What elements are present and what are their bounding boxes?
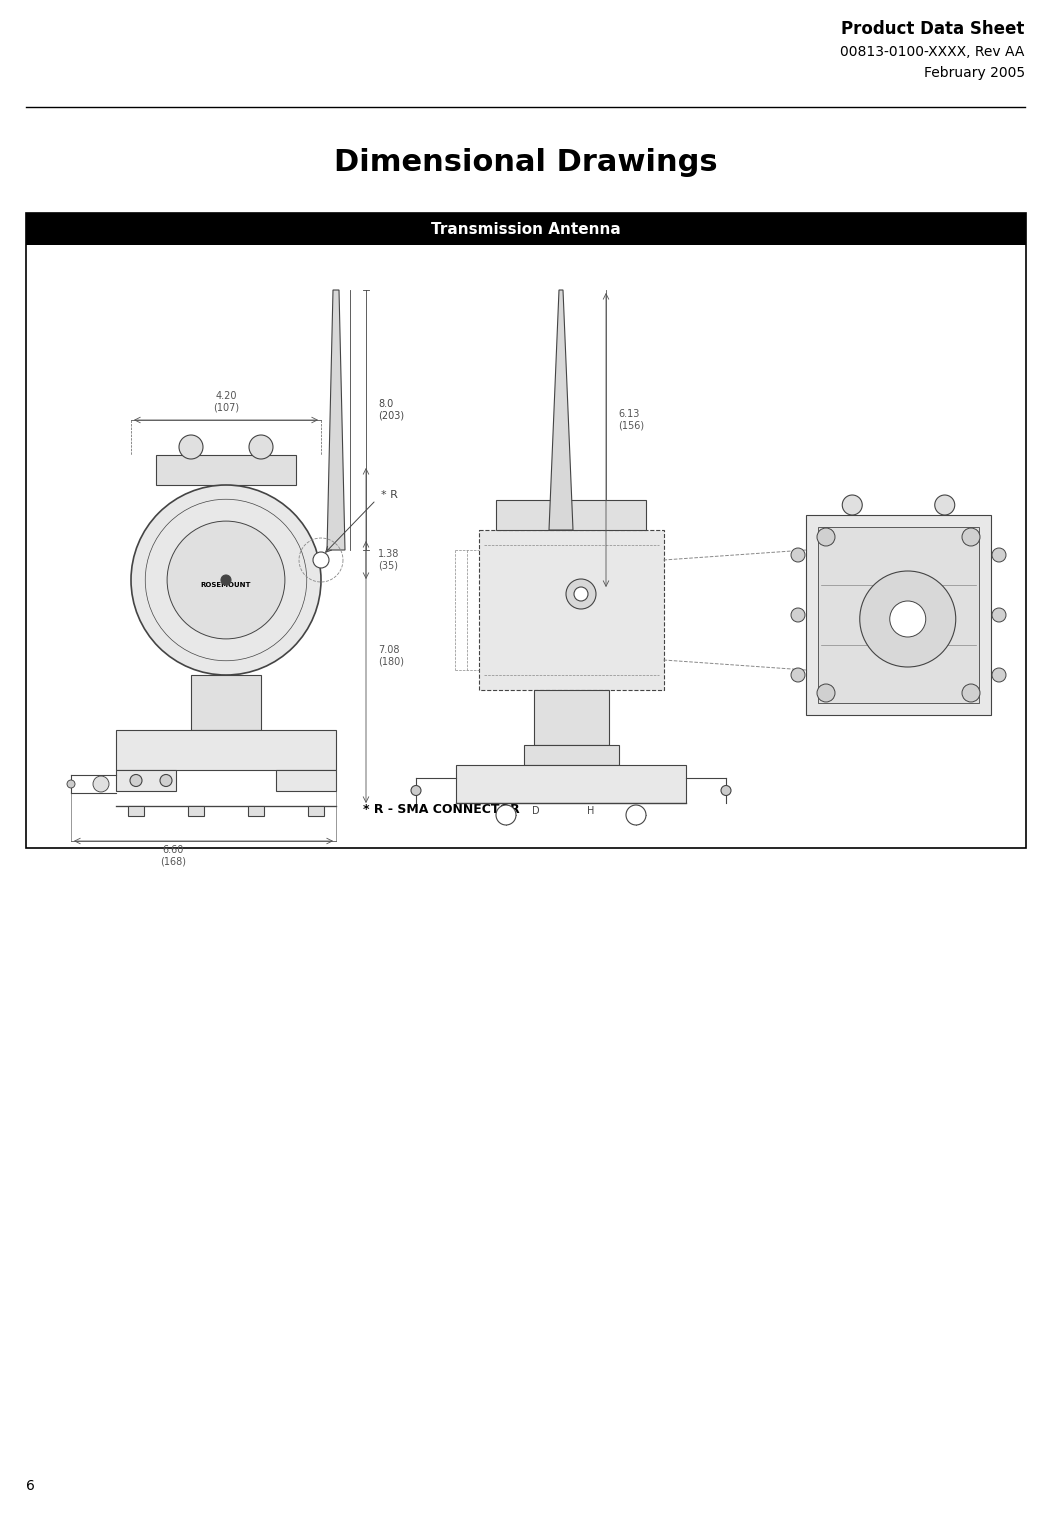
Text: 6.13
(156): 6.13 (156)	[618, 409, 644, 431]
Circle shape	[791, 608, 805, 622]
Text: 8.0
(203): 8.0 (203)	[378, 399, 405, 421]
Bar	[534, 690, 609, 744]
Bar	[188, 806, 204, 816]
Text: 00813-0100-XXXX, Rev AA: 00813-0100-XXXX, Rev AA	[841, 45, 1025, 59]
Bar	[248, 806, 264, 816]
Circle shape	[817, 528, 834, 546]
Text: H: H	[588, 806, 595, 816]
Text: 6.60
(168): 6.60 (168)	[161, 846, 186, 867]
Circle shape	[249, 436, 273, 458]
Circle shape	[131, 486, 321, 675]
Circle shape	[890, 601, 926, 637]
Circle shape	[411, 785, 421, 796]
Circle shape	[179, 436, 203, 458]
Bar	[276, 770, 336, 791]
Circle shape	[842, 495, 862, 514]
Text: D: D	[532, 806, 540, 816]
Polygon shape	[549, 290, 573, 530]
Circle shape	[962, 528, 980, 546]
Circle shape	[992, 548, 1006, 561]
Text: 1.38
(35): 1.38 (35)	[378, 549, 399, 570]
Bar	[308, 806, 324, 816]
Bar	[806, 514, 991, 716]
Circle shape	[626, 805, 646, 825]
Bar	[523, 744, 618, 766]
Circle shape	[160, 775, 172, 787]
Bar	[818, 527, 978, 704]
Text: Product Data Sheet: Product Data Sheet	[842, 20, 1025, 38]
Circle shape	[860, 570, 955, 667]
Circle shape	[313, 552, 329, 567]
Circle shape	[496, 805, 516, 825]
Text: 6: 6	[26, 1480, 35, 1493]
Circle shape	[574, 587, 588, 601]
Circle shape	[167, 520, 285, 638]
Circle shape	[934, 495, 954, 514]
Bar	[156, 455, 296, 486]
Circle shape	[817, 684, 834, 702]
Circle shape	[791, 669, 805, 682]
Circle shape	[566, 579, 596, 610]
Circle shape	[962, 684, 980, 702]
Text: 4.20
(107): 4.20 (107)	[213, 392, 239, 413]
Bar	[478, 530, 663, 690]
Circle shape	[92, 776, 109, 791]
Circle shape	[721, 785, 731, 796]
Text: * R: * R	[382, 490, 398, 499]
Circle shape	[992, 608, 1006, 622]
Polygon shape	[327, 290, 345, 551]
Text: Transmission Antenna: Transmission Antenna	[431, 221, 620, 236]
Text: 7.08
(180): 7.08 (180)	[378, 645, 404, 666]
Bar	[116, 729, 336, 770]
Bar	[191, 675, 261, 729]
Bar	[26, 213, 1026, 847]
Bar	[26, 213, 1026, 245]
Circle shape	[791, 548, 805, 561]
Circle shape	[130, 775, 142, 787]
Text: * R - SMA CONNECTOR: * R - SMA CONNECTOR	[363, 803, 520, 816]
Circle shape	[221, 575, 231, 586]
Bar	[456, 766, 686, 803]
Circle shape	[992, 669, 1006, 682]
Text: February 2005: February 2005	[924, 67, 1025, 80]
Bar	[496, 499, 646, 530]
Bar	[116, 770, 176, 791]
Bar	[128, 806, 144, 816]
Text: Dimensional Drawings: Dimensional Drawings	[333, 148, 718, 177]
Circle shape	[67, 781, 75, 788]
Text: ROSEMOUNT: ROSEMOUNT	[201, 583, 251, 589]
